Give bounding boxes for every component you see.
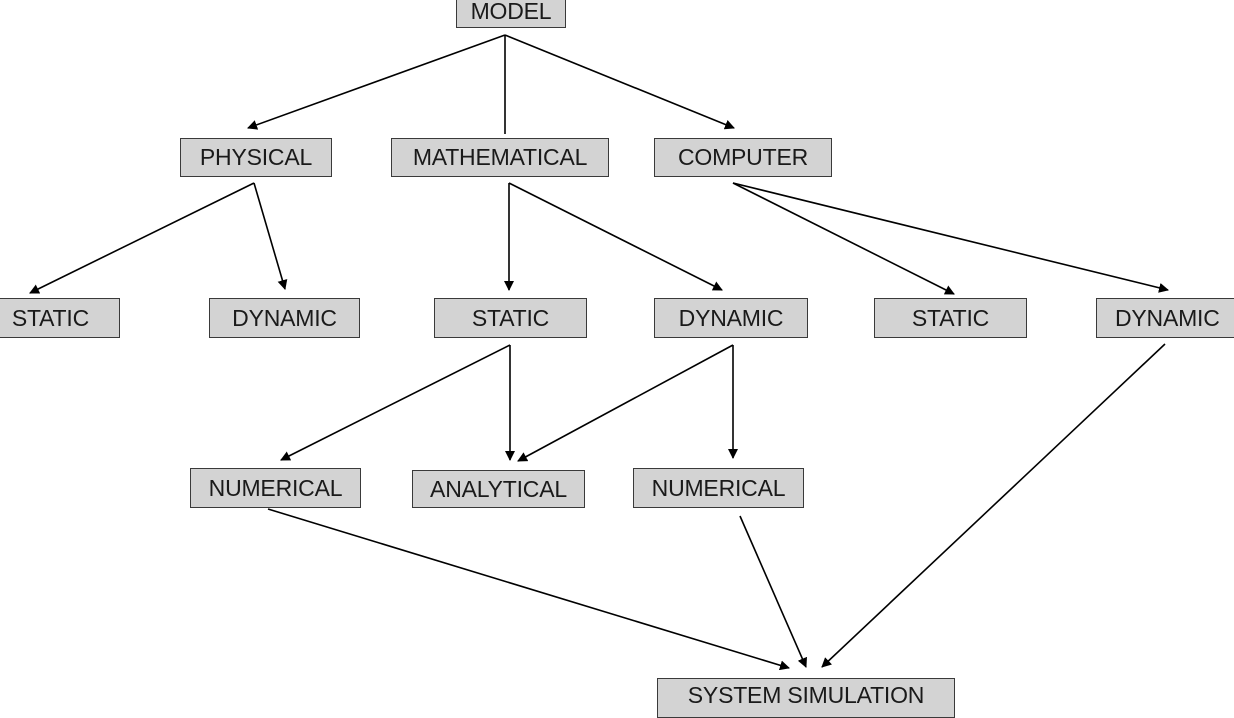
- node-computer: COMPUTER: [654, 138, 832, 177]
- edge-mathematical-to-mathematical-dynamic: [509, 183, 722, 290]
- edge-mathematical-dynamic-to-analytical: [518, 345, 733, 461]
- node-mathematical-static: STATIC: [434, 298, 587, 338]
- node-mathematical: MATHEMATICAL: [391, 138, 609, 177]
- node-model: MODEL: [456, 0, 566, 28]
- node-numerical-dynamic: NUMERICAL: [633, 468, 804, 508]
- edge-mathematical-static-to-numerical-left: [281, 345, 510, 460]
- node-mathematical-dynamic: DYNAMIC: [654, 298, 808, 338]
- edge-numerical-left-to-system-simulation: [268, 509, 789, 668]
- edge-model-to-computer: [505, 35, 734, 128]
- edge-numerical-right-to-system-simulation: [740, 516, 806, 667]
- node-physical-static: STATIC: [0, 298, 120, 338]
- node-analytical: ANALYTICAL: [412, 470, 585, 508]
- node-numerical-static: NUMERICAL: [190, 468, 361, 508]
- node-physical-dynamic: DYNAMIC: [209, 298, 360, 338]
- edge-computer-to-computer-dynamic: [733, 183, 1168, 290]
- node-computer-static: STATIC: [874, 298, 1027, 338]
- edge-computer-to-computer-static: [733, 183, 954, 294]
- node-computer-dynamic: DYNAMIC: [1096, 298, 1234, 338]
- edge-physical-to-physical-dynamic: [254, 183, 285, 289]
- edge-physical-to-physical-static: [30, 183, 254, 293]
- edge-computer-dynamic-to-system-simulation: [822, 344, 1165, 667]
- node-physical: PHYSICAL: [180, 138, 332, 177]
- edge-model-to-physical: [248, 35, 505, 128]
- node-system-simulation: SYSTEM SIMULATION: [657, 678, 955, 718]
